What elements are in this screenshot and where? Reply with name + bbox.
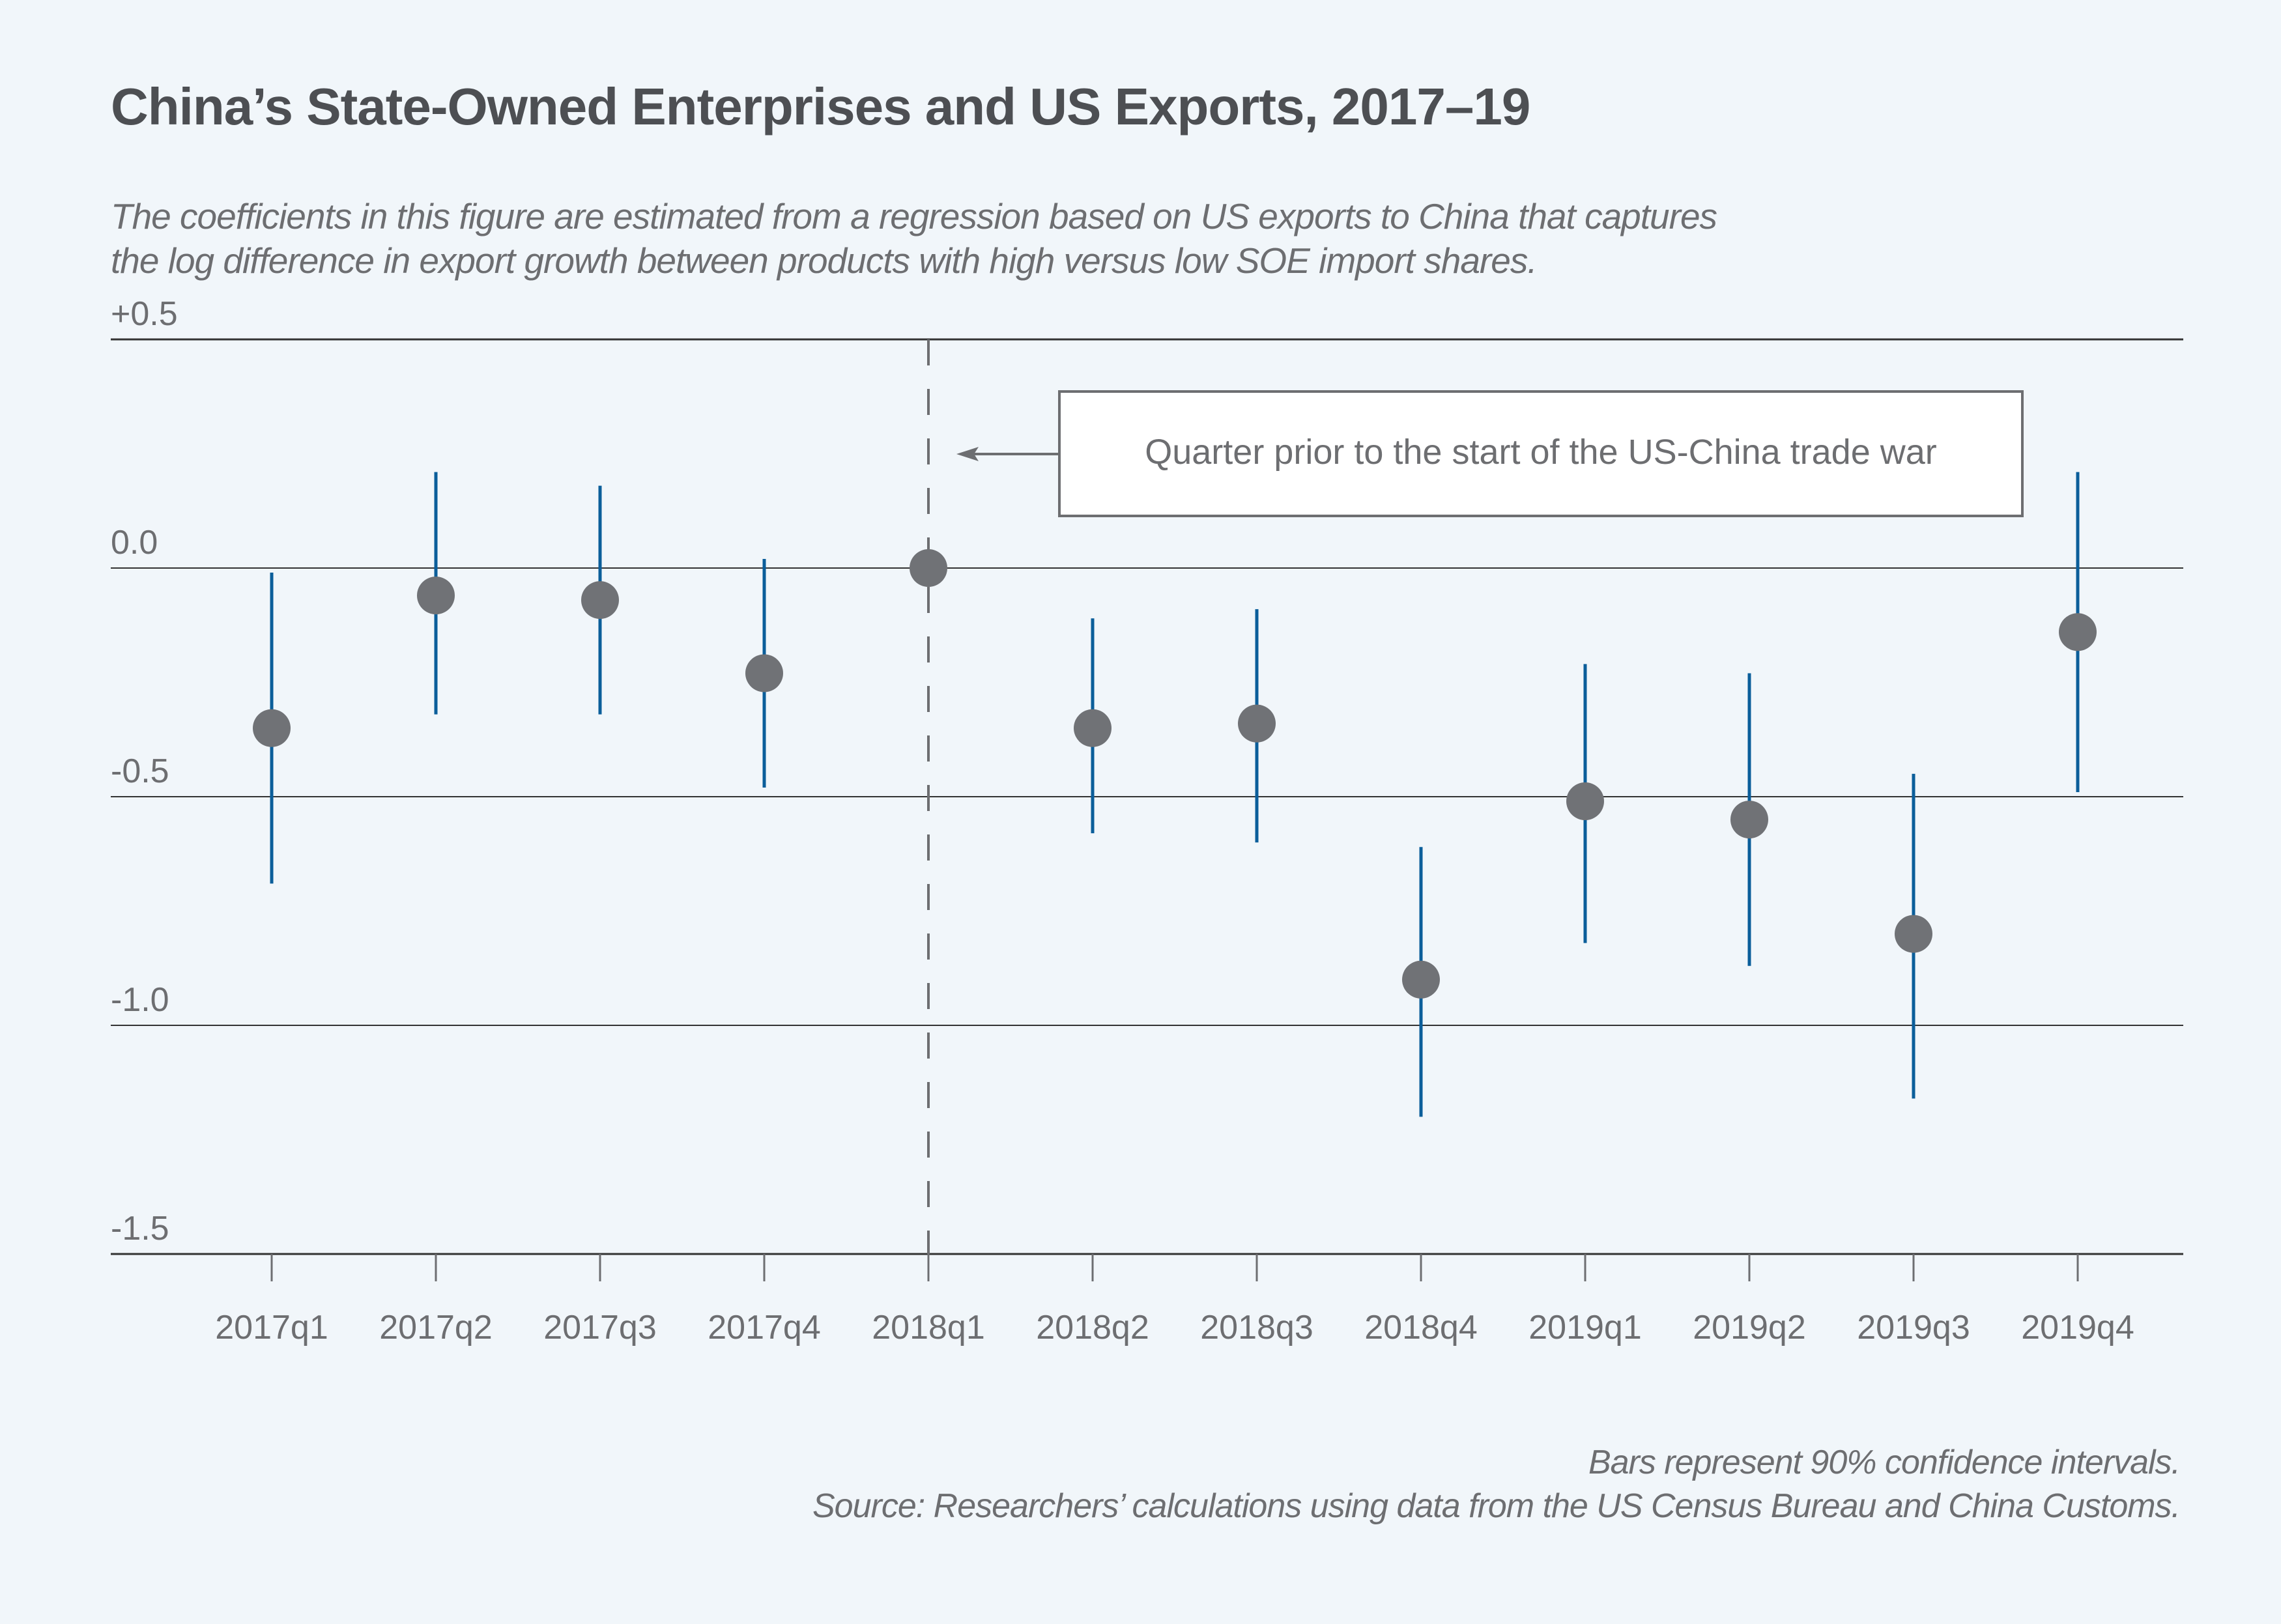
y-tick-label: -1.0 (111, 981, 169, 1019)
coefficient-point (417, 577, 455, 615)
y-tick-label: -1.5 (111, 1210, 169, 1247)
x-tick-label: 2017q1 (215, 1309, 328, 1346)
chart-title: China’s State-Owned Enterprises and US E… (111, 78, 1530, 135)
y-axis-tick-labels: +0.5 0.0 -0.5 -1.0 -1.5 (111, 295, 178, 1247)
annotation-arrow-head-icon (956, 447, 979, 461)
x-tick-label: 2019q1 (1528, 1309, 1642, 1346)
annotation-box (1058, 390, 2024, 517)
footnote-confidence: Bars represent 90% confidence intervals. (1588, 1444, 2181, 1481)
y-tick-label: 0.0 (111, 524, 158, 562)
x-tick-label: 2019q4 (2021, 1309, 2134, 1346)
x-tick-label: 2018q2 (1036, 1309, 1149, 1346)
coefficient-point (253, 709, 291, 747)
x-tick-label: 2017q4 (708, 1309, 821, 1346)
x-tick-label: 2017q2 (379, 1309, 493, 1346)
coefficient-point (1895, 915, 1932, 953)
gridlines (111, 338, 2183, 1255)
confidence-interval-bars (270, 472, 2080, 1117)
x-tick-label: 2018q3 (1200, 1309, 1313, 1346)
x-tick-label: 2018q1 (872, 1309, 985, 1346)
chart-subtitle-line-2: the log difference in export growth betw… (111, 240, 1538, 281)
coefficient-points (253, 549, 2097, 999)
coefficient-point (1730, 801, 1768, 839)
annotation-group: Quarter prior to the start of the US-Chi… (956, 390, 2024, 517)
coefficient-point (2059, 613, 2097, 651)
x-tick-label: 2019q3 (1857, 1309, 1970, 1346)
coefficient-point (1238, 704, 1276, 743)
coefficient-point (1566, 782, 1604, 821)
annotation-text: Quarter prior to the start of the US-Chi… (1145, 433, 1937, 472)
coefficient-point (1402, 960, 1440, 999)
y-tick-label: +0.5 (111, 295, 178, 333)
chart-subtitle-line-1: The coefficients in this figure are esti… (111, 196, 1717, 236)
coefficient-point (910, 549, 947, 587)
footnote-source: Source: Researchers’ calculations using … (812, 1487, 2181, 1525)
coefficient-point (1074, 709, 1112, 747)
y-tick-label: -0.5 (111, 752, 169, 790)
x-axis-ticks: 2017q1 2017q2 2017q3 2017q4 2018q1 2018q2 2018… (215, 1254, 2134, 1346)
coefficient-point (745, 654, 783, 692)
coefficient-point (581, 581, 619, 620)
x-tick-label: 2017q3 (543, 1309, 657, 1346)
x-tick-label: 2019q2 (1693, 1309, 1806, 1346)
x-tick-label: 2018q4 (1364, 1309, 1478, 1346)
